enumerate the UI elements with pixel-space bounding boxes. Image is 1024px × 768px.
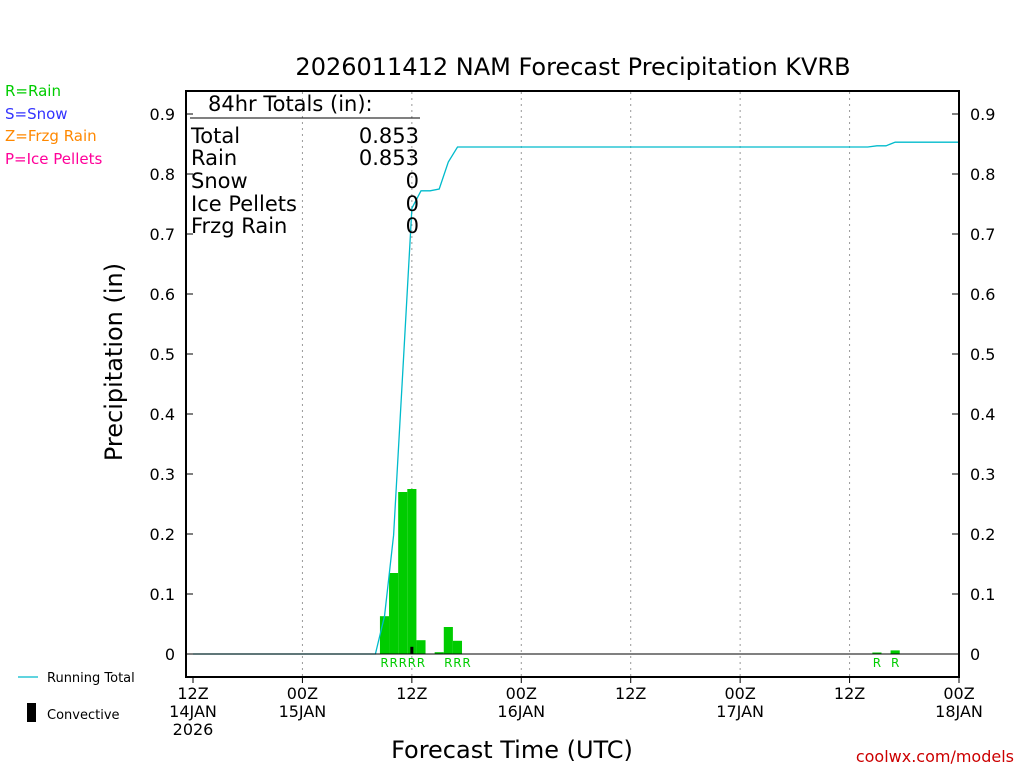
ptype-label: R xyxy=(891,656,899,670)
y-tick-label-left: 0.6 xyxy=(150,285,175,304)
ptype-label: R xyxy=(389,656,397,670)
ptype-label: R xyxy=(873,656,881,670)
y-tick-label-left: 0.4 xyxy=(150,405,175,424)
grid-lines xyxy=(301,92,851,676)
ptype-label: R xyxy=(462,656,470,670)
x-tick-label: 18JAN xyxy=(935,702,983,721)
ptype-legend-ice-pellets: P=Ice Pellets xyxy=(5,150,102,168)
y-tick-label-right: 0.1 xyxy=(970,585,995,604)
y-tick-label-right: 0.3 xyxy=(970,465,995,484)
ptype-label: R xyxy=(408,656,416,670)
ptype-label: R xyxy=(399,656,407,670)
x-tick-label: 17JAN xyxy=(716,702,764,721)
ptype-legend-frzg-rain: Z=Frzg Rain xyxy=(5,127,97,145)
y-tick-label-right: 0.6 xyxy=(970,285,995,304)
totals-label-frzg-rain: Frzg Rain xyxy=(191,214,287,238)
totals-label-total: Total xyxy=(190,124,240,148)
precip-bar xyxy=(452,640,463,654)
y-axis-label: Precipitation (in) xyxy=(100,263,128,461)
ptype-legend: R=Rain S=Snow Z=Frzg Rain P=Ice Pellets xyxy=(5,82,102,168)
y-tick-label-right: 0 xyxy=(970,645,980,664)
x-tick-label: 12Z xyxy=(396,684,427,703)
running-total-line xyxy=(193,141,959,655)
x-tick-label: 00Z xyxy=(943,684,974,703)
ptype-legend-snow: S=Snow xyxy=(5,105,68,123)
x-tick-label: 12Z xyxy=(615,684,646,703)
precip-bar xyxy=(416,640,426,654)
ptype-label: R xyxy=(444,656,452,670)
precip-bar xyxy=(872,652,882,654)
y-tick-label-right: 0.7 xyxy=(970,225,995,244)
x-tick-label: 16JAN xyxy=(497,702,545,721)
y-tick-label-right: 0.9 xyxy=(970,105,995,124)
ptype-label: R xyxy=(453,656,461,670)
x-axis-label: Forecast Time (UTC) xyxy=(391,736,633,764)
series-legend: Running Total Convective xyxy=(18,671,135,723)
precip-bar xyxy=(890,650,900,654)
y-tick-label-left: 0.5 xyxy=(150,345,175,364)
x-tick-label: 12Z xyxy=(834,684,865,703)
y-tick-label-right: 0.2 xyxy=(970,525,995,544)
axes: 0 00.1 0.10.2 0.20.3 0.30.4 0.40.5 0.50.6 0.60.… xyxy=(150,105,996,739)
totals-label-snow: Snow xyxy=(191,169,248,193)
totals-label-ice-pellets: Ice Pellets xyxy=(191,192,297,216)
ptype-label: R xyxy=(380,656,388,670)
plot-frame xyxy=(185,90,960,678)
y-tick-label-right: 0.8 xyxy=(970,165,995,184)
precip-bar xyxy=(398,492,408,654)
precip-bar xyxy=(443,627,453,654)
x-tick-label: 00Z xyxy=(724,684,755,703)
y-tick-label-left: 0.9 xyxy=(150,105,175,124)
y-tick-label-left: 0.8 xyxy=(150,165,175,184)
totals-value-snow: 0 xyxy=(406,169,419,193)
x-tick-label: 14JAN xyxy=(169,702,217,721)
totals-heading: 84hr Totals (in): xyxy=(208,92,373,116)
y-tick-label-left: 0.2 xyxy=(150,525,175,544)
totals-value-frzg-rain: 0 xyxy=(406,214,419,238)
ptype-legend-rain: R=Rain xyxy=(5,82,61,100)
x-tick-label: 00Z xyxy=(287,684,318,703)
precip-bar xyxy=(389,573,399,654)
convective-bars xyxy=(410,646,414,654)
convective-legend-label: Convective xyxy=(47,708,120,723)
totals-value-total: 0.853 xyxy=(359,124,419,148)
x-tick-label: 00Z xyxy=(506,684,537,703)
precip-bar xyxy=(407,489,417,654)
running-total-legend-label: Running Total xyxy=(47,671,135,686)
y-tick-label-left: 0.3 xyxy=(150,465,175,484)
running-total-line-group xyxy=(193,141,959,655)
y-tick-label-left: 0.1 xyxy=(150,585,175,604)
credit-text: coolwx.com/models xyxy=(856,747,1014,766)
totals-value-rain: 0.853 xyxy=(359,146,419,170)
y-tick-label-right: 0.5 xyxy=(970,345,995,364)
totals-label-rain: Rain xyxy=(191,146,237,170)
y-tick-label-left: 0.7 xyxy=(150,225,175,244)
precip-bar xyxy=(434,652,444,654)
convective-bar xyxy=(410,646,414,654)
totals-value-ice-pellets: 0 xyxy=(406,192,419,216)
x-tick-label: 2026 xyxy=(173,720,214,739)
x-tick-label: 15JAN xyxy=(279,702,327,721)
y-tick-label-right: 0.4 xyxy=(970,405,995,424)
ptype-label: R xyxy=(417,656,425,670)
x-tick-label: 12Z xyxy=(177,684,208,703)
totals-box: 84hr Totals (in): Total 0.853 Rain 0.853… xyxy=(190,92,420,238)
convective-legend-swatch xyxy=(27,703,36,722)
precip-bars xyxy=(379,489,900,654)
precip-bar xyxy=(379,616,390,654)
y-tick-label-left: 0 xyxy=(165,645,175,664)
chart-title: 2026011412 NAM Forecast Precipitation KV… xyxy=(295,53,850,81)
